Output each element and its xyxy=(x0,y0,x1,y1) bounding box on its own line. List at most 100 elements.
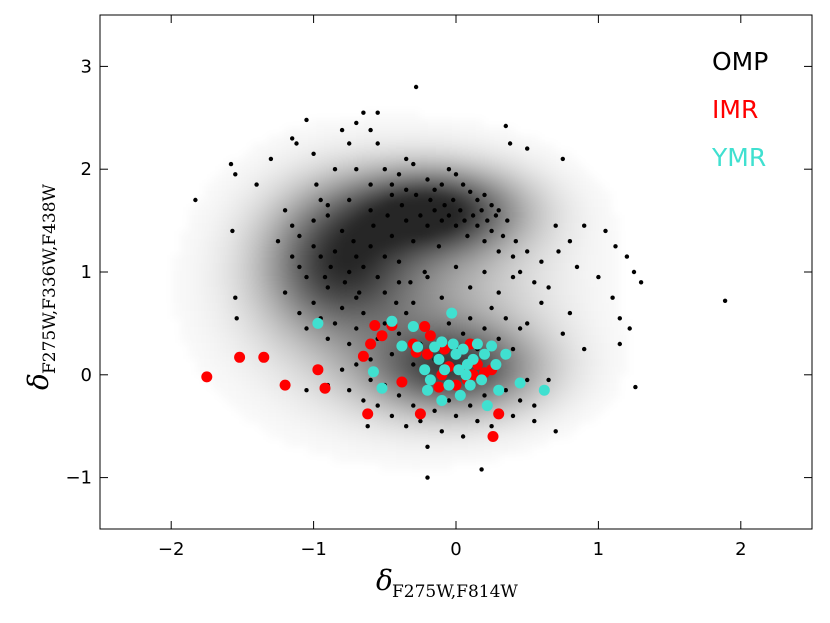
point-omp xyxy=(539,300,544,305)
density-background xyxy=(196,127,612,455)
point-omp xyxy=(489,203,494,208)
point-imr xyxy=(312,364,324,376)
point-omp xyxy=(525,249,530,254)
point-omp xyxy=(574,264,580,270)
point-omp xyxy=(507,141,513,146)
point-omp xyxy=(525,377,530,383)
point-ymr xyxy=(464,379,476,391)
point-omp xyxy=(368,208,373,213)
point-imr xyxy=(357,350,369,362)
point-omp xyxy=(389,352,395,357)
point-omp xyxy=(368,244,373,249)
point-omp xyxy=(468,403,473,408)
point-omp xyxy=(339,127,345,133)
point-omp xyxy=(311,151,316,156)
point-omp xyxy=(347,141,352,146)
point-omp xyxy=(230,228,235,234)
point-omp xyxy=(503,388,508,393)
point-omp xyxy=(624,254,630,259)
point-omp xyxy=(503,316,508,321)
point-omp xyxy=(314,182,319,187)
point-ymr xyxy=(460,369,472,381)
x-tick-label: 1 xyxy=(593,539,604,560)
point-omp xyxy=(396,280,402,285)
point-omp xyxy=(505,218,510,223)
point-omp xyxy=(396,259,402,264)
point-omp xyxy=(432,187,437,192)
point-omp xyxy=(332,167,338,172)
legend-ymr: YMR xyxy=(711,143,766,172)
point-omp xyxy=(610,295,615,300)
point-omp xyxy=(354,167,359,172)
point-omp xyxy=(553,429,558,434)
point-omp xyxy=(442,203,447,208)
point-imr xyxy=(424,330,436,342)
point-omp xyxy=(318,254,323,259)
point-omp xyxy=(375,274,380,280)
point-omp xyxy=(294,141,299,146)
data-points xyxy=(193,84,728,480)
point-omp xyxy=(411,161,416,167)
point-omp xyxy=(297,233,302,239)
point-omp xyxy=(489,305,494,311)
x-tick-label: −1 xyxy=(300,539,327,560)
point-omp xyxy=(553,223,558,228)
point-omp xyxy=(371,223,376,228)
point-omp xyxy=(361,264,366,270)
svg-text:F275W,F336W,F438W: F275W,F336W,F438W xyxy=(40,183,60,374)
point-omp xyxy=(325,213,330,218)
point-omp xyxy=(354,326,359,331)
point-omp xyxy=(304,274,309,280)
point-ymr xyxy=(436,395,448,406)
point-omp xyxy=(627,326,632,331)
point-omp xyxy=(396,331,402,336)
point-ymr xyxy=(490,359,502,370)
point-omp xyxy=(339,228,345,234)
point-omp xyxy=(339,305,345,311)
point-omp xyxy=(290,136,295,141)
point-omp xyxy=(525,146,530,151)
point-omp xyxy=(510,413,516,419)
point-ymr xyxy=(433,353,445,365)
point-imr xyxy=(419,321,431,332)
point-omp xyxy=(304,326,309,331)
point-omp xyxy=(451,197,456,203)
point-imr xyxy=(279,379,291,391)
point-omp xyxy=(347,341,352,347)
point-omp xyxy=(489,424,494,429)
point-omp xyxy=(496,290,501,295)
point-ymr xyxy=(447,338,459,350)
point-omp xyxy=(311,218,316,223)
y-tick-label: 3 xyxy=(81,56,92,77)
svg-text:F275W,F814W: F275W,F814W xyxy=(392,582,518,602)
point-omp xyxy=(485,218,490,223)
point-imr xyxy=(258,351,270,363)
point-omp xyxy=(311,244,316,249)
point-omp xyxy=(596,274,601,280)
point-omp xyxy=(453,223,459,228)
point-omp xyxy=(375,403,380,408)
point-omp xyxy=(428,197,433,203)
point-omp xyxy=(439,218,444,223)
point-omp xyxy=(479,208,484,213)
point-imr xyxy=(376,330,388,342)
point-omp xyxy=(389,233,395,239)
point-omp xyxy=(228,161,234,167)
point-omp xyxy=(513,239,518,244)
y-tick-label: 2 xyxy=(81,159,92,180)
point-ymr xyxy=(479,348,490,360)
point-ymr xyxy=(461,359,473,370)
point-omp xyxy=(268,156,274,162)
point-omp xyxy=(532,280,537,285)
point-omp xyxy=(475,418,480,424)
point-ymr xyxy=(422,384,433,396)
point-omp xyxy=(404,218,409,223)
point-omp xyxy=(722,298,728,303)
point-omp xyxy=(342,280,348,285)
point-omp xyxy=(404,187,409,192)
point-omp xyxy=(546,377,551,383)
point-omp xyxy=(396,172,402,177)
point-omp xyxy=(631,269,637,275)
point-omp xyxy=(603,228,608,234)
point-omp xyxy=(489,228,494,234)
